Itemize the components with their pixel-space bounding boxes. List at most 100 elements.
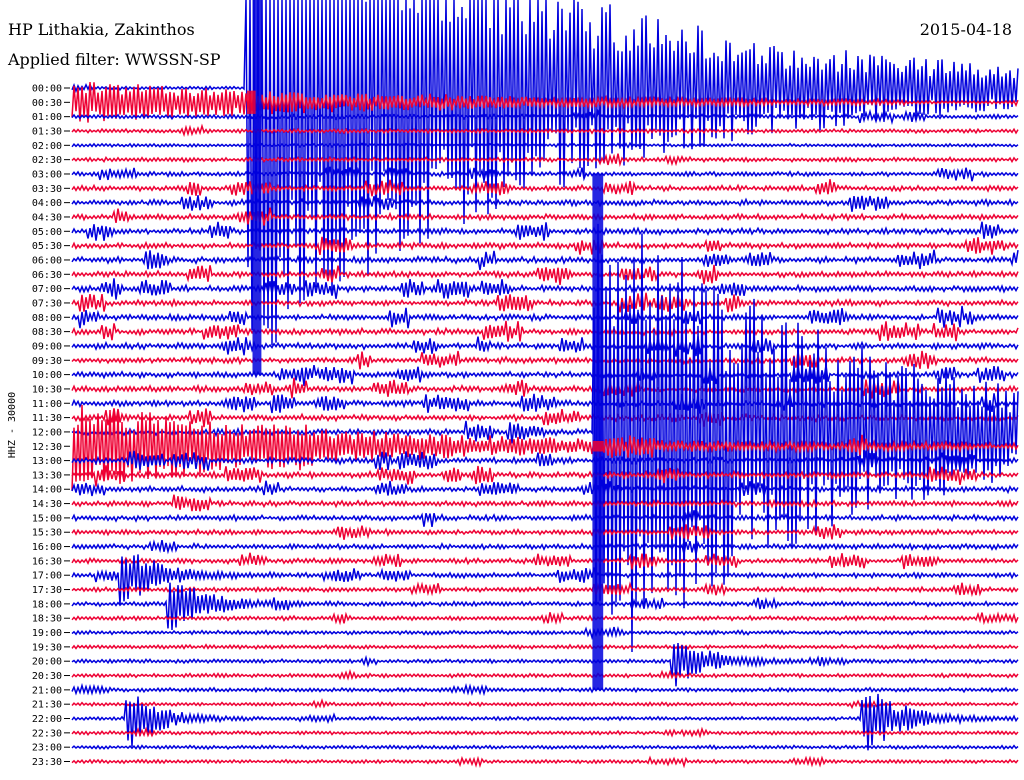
row-time-label: 10:30 [32, 384, 62, 395]
seismic-trace-row [71, 108, 1019, 126]
seismic-trace-row [71, 350, 1019, 370]
row-time-label: 21:30 [32, 700, 62, 711]
row-time-label: 23:00 [32, 743, 62, 754]
seismic-trace-row [71, 264, 1019, 285]
row-time-label: 00:00 [32, 84, 62, 95]
row-time-label: 03:30 [32, 184, 62, 195]
seismic-trace-row [71, 698, 1019, 710]
row-time-label: 05:00 [32, 227, 62, 238]
event-saturation-band [245, 116, 252, 118]
seismic-trace-row [71, 552, 1019, 570]
row-time-label: 00:30 [32, 98, 62, 109]
row-time-label: 12:00 [32, 427, 62, 438]
seismic-trace-row [71, 377, 1019, 399]
seismic-trace-row [71, 450, 1019, 471]
event-saturation-band [252, 0, 262, 375]
row-time-label: 08:30 [32, 327, 62, 338]
row-time-label: 05:30 [32, 241, 62, 252]
row-time-label: 08:00 [32, 313, 62, 324]
seismic-trace-row [71, 744, 1019, 751]
row-time-label: 13:30 [32, 470, 62, 481]
row-time-label: 19:00 [32, 628, 62, 639]
seismic-trace-row [71, 207, 1019, 226]
row-time-label: 02:30 [32, 155, 62, 166]
seismic-trace-row [71, 510, 1019, 528]
row-time-label: 02:00 [32, 141, 62, 152]
seismic-trace-row [71, 141, 1019, 149]
seismic-trace-row [71, 153, 1019, 168]
row-time-label: 06:30 [32, 270, 62, 281]
row-time-label: 04:30 [32, 212, 62, 223]
row-time-label: 19:30 [32, 642, 62, 653]
row-time-label: 14:30 [32, 499, 62, 510]
row-time-label: 11:30 [32, 413, 62, 424]
row-time-label: 18:00 [32, 599, 62, 610]
row-time-label: 16:00 [32, 542, 62, 553]
seismic-trace-row [71, 392, 1019, 414]
seismic-trace-row [71, 408, 1019, 428]
seismic-trace-row [71, 693, 1019, 751]
seismic-trace-row [71, 539, 1019, 555]
seismic-trace-row [71, 625, 1019, 641]
row-time-label: 03:00 [32, 169, 62, 180]
row-time-label: 17:30 [32, 585, 62, 596]
row-time-label: 20:00 [32, 657, 62, 668]
row-time-label: 17:00 [32, 571, 62, 582]
seismic-trace-row [71, 82, 1019, 123]
trace-group [71, 0, 1019, 769]
row-time-label: 10:00 [32, 370, 62, 381]
row-time-label: 07:00 [32, 284, 62, 295]
seismic-trace-row [71, 236, 1019, 256]
row-time-label: 15:30 [32, 528, 62, 539]
channel-label: HHZ - 30000 [7, 392, 18, 458]
row-time-label: 22:30 [32, 728, 62, 739]
event-saturation-band [592, 441, 604, 452]
seismic-trace-row [71, 320, 1019, 342]
seismic-trace-row [71, 278, 1019, 300]
station-title: HP Lithakia, Zakinthos [8, 20, 195, 39]
row-time-label: 22:00 [32, 714, 62, 725]
event-saturation-band [246, 90, 256, 114]
row-time-label: 06:00 [32, 255, 62, 266]
seismic-trace-row [71, 726, 1019, 739]
seismic-trace-row [71, 494, 1019, 512]
row-label-group: 00:00 00:30 01:00 01:30 02:00 02:30 03:00 03:30… [32, 84, 70, 768]
seismic-trace-row [71, 305, 1019, 329]
seismic-trace-row [71, 336, 1019, 357]
row-time-label: 04:00 [32, 198, 62, 209]
event-saturation-band [592, 174, 604, 690]
row-time-label: 11:00 [32, 399, 62, 410]
row-time-label: 14:00 [32, 485, 62, 496]
row-time-label: 16:30 [32, 556, 62, 567]
filter-label: Applied filter: WWSSN-SP [8, 50, 221, 69]
seismic-trace-row [71, 292, 1019, 313]
row-time-label: 01:30 [32, 126, 62, 137]
seismic-trace-row [71, 221, 1019, 241]
seismic-trace-row [71, 465, 1019, 487]
row-time-label: 18:30 [32, 614, 62, 625]
row-time-label: 15:00 [32, 513, 62, 524]
row-time-label: 13:00 [32, 456, 62, 467]
seismic-trace-row [71, 582, 1019, 631]
row-time-label: 07:30 [32, 298, 62, 309]
seismic-trace-row [71, 166, 1019, 182]
seismic-trace-row [71, 195, 1019, 212]
seismic-trace-row [71, 581, 1019, 598]
seismic-trace-row [71, 643, 1019, 651]
seismic-trace-row [71, 554, 1019, 605]
seismic-trace-row [71, 249, 1019, 271]
row-time-label: 23:30 [32, 757, 62, 768]
seismic-trace-row [71, 364, 1019, 386]
seismic-trace-row [71, 404, 1019, 491]
row-time-label: 21:00 [32, 685, 62, 696]
seismic-trace-row [71, 668, 1019, 681]
seismic-trace-row [71, 682, 1019, 697]
row-time-label: 09:00 [32, 341, 62, 352]
row-time-label: 01:00 [32, 112, 62, 123]
row-time-label: 09:30 [32, 356, 62, 367]
seismic-trace-row [71, 524, 1019, 540]
row-time-label: 12:30 [32, 442, 62, 453]
date-label: 2015-04-18 [919, 20, 1012, 39]
seismic-trace-row [71, 642, 1019, 687]
